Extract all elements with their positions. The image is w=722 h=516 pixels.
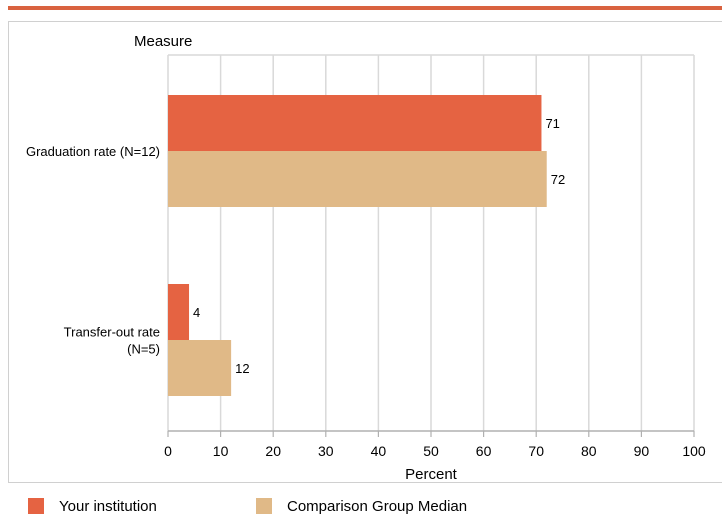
bar-chart: 0 10 20 30 40 50 60 70 80 90 100 Measure Percent 71 72… bbox=[26, 33, 706, 483]
bar-your-institution-1 bbox=[168, 284, 190, 340]
legend-label-comparison-median: Comparison Group Median bbox=[287, 497, 468, 515]
x-tick-label-50: 50 bbox=[423, 443, 439, 459]
category-label-1-line-1: (N=5) bbox=[127, 342, 160, 357]
data-label-comparison-median-0: 72 bbox=[551, 172, 565, 187]
category-label-1-line-0: Transfer-out rate bbox=[64, 325, 160, 340]
chart-legend: Your institution Comparison Group Median bbox=[0, 486, 722, 516]
legend-swatch-comparison-median bbox=[256, 498, 272, 514]
bar-comparison-median-0 bbox=[168, 151, 547, 207]
bar-your-institution-0 bbox=[168, 95, 542, 151]
x-tick-label-30: 30 bbox=[318, 443, 334, 459]
x-tick-label-80: 80 bbox=[581, 443, 597, 459]
legend-label-your-institution: Your institution bbox=[59, 497, 157, 515]
data-label-comparison-median-1: 12 bbox=[235, 361, 249, 376]
x-axis-title: Percent bbox=[405, 466, 458, 483]
x-tick-label-20: 20 bbox=[265, 443, 281, 459]
x-tick-label-40: 40 bbox=[371, 443, 387, 459]
legend-item-comparison-median: Comparison Group Median bbox=[256, 497, 467, 515]
x-tick-label-0: 0 bbox=[164, 443, 172, 459]
x-tick-label-10: 10 bbox=[213, 443, 229, 459]
top-accent-rule bbox=[8, 6, 722, 10]
category-label-0-line-0: Graduation rate (N=12) bbox=[26, 144, 160, 159]
x-tick-label-90: 90 bbox=[634, 443, 650, 459]
bar-comparison-median-1 bbox=[168, 340, 232, 396]
legend-swatch-your-institution bbox=[28, 498, 44, 514]
data-label-your-institution-1: 4 bbox=[193, 305, 200, 320]
x-tick-label-100: 100 bbox=[682, 443, 706, 459]
category-axis-title: Measure bbox=[134, 33, 192, 50]
x-tick-label-60: 60 bbox=[476, 443, 492, 459]
legend-item-your-institution: Your institution bbox=[28, 497, 157, 515]
data-label-your-institution-0: 71 bbox=[545, 116, 559, 131]
x-tick-label-70: 70 bbox=[528, 443, 544, 459]
